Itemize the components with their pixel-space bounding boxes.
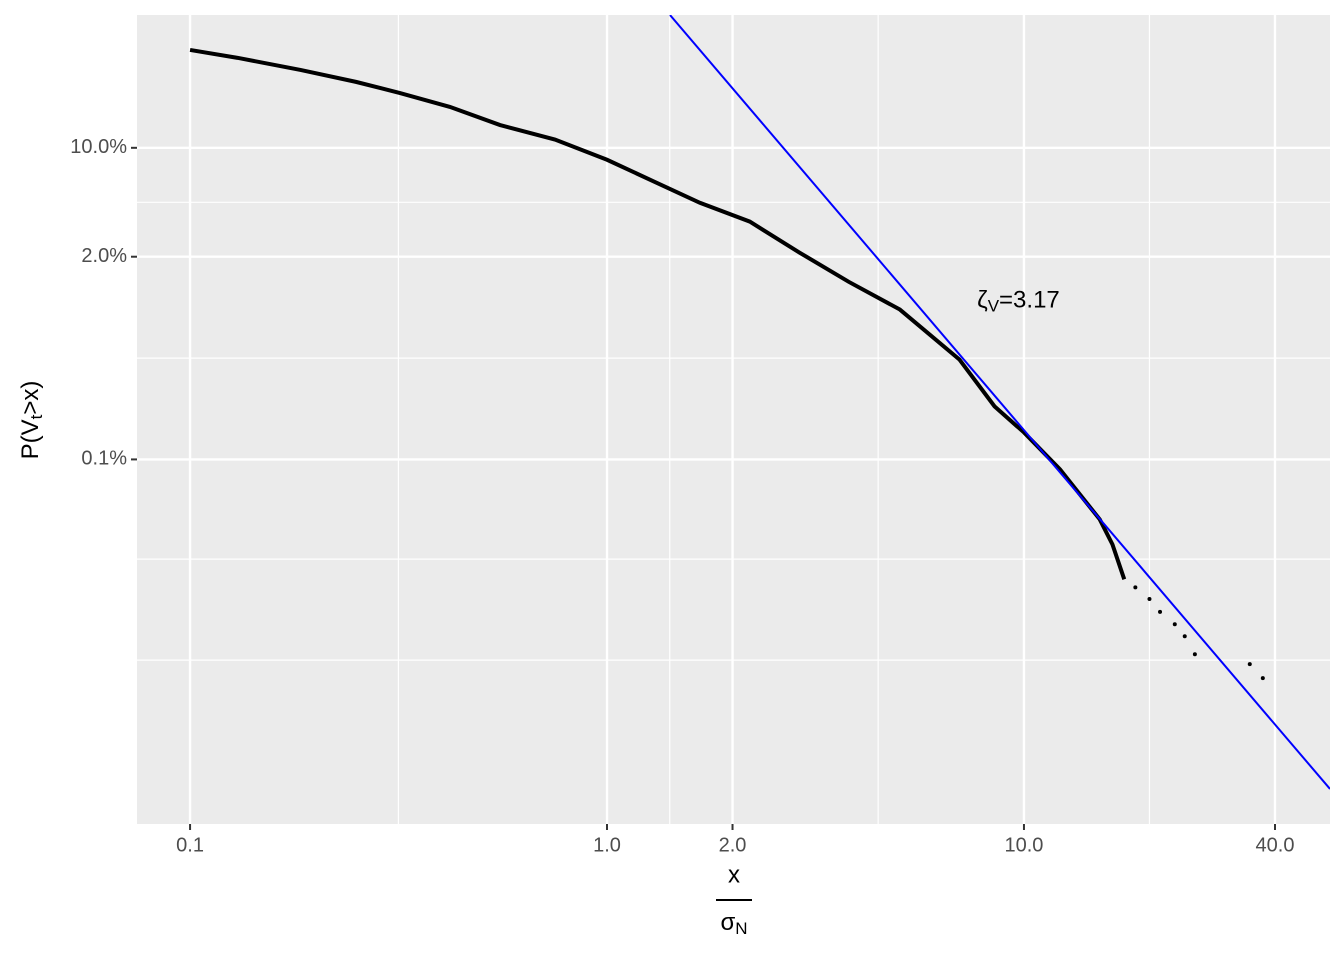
point (1133, 585, 1138, 590)
x-axis-sub: N (735, 919, 747, 938)
annotation-symbol: ζ (977, 287, 988, 314)
x-tick-label: 10.0 (1004, 834, 1043, 856)
y-tick-label: 10.0% (70, 136, 127, 158)
annotation: ζV=3.17 (977, 287, 1060, 316)
y-axis-title-sub: t (27, 414, 46, 419)
point (1192, 652, 1197, 657)
annotation-sub: V (988, 297, 1000, 316)
point (1172, 622, 1177, 627)
y-axis-title: P(Vt>x) (17, 381, 46, 460)
x-tick-label: 0.1 (176, 834, 204, 856)
y-axis-title-a: P(V (17, 419, 44, 459)
y-tick-label: 0.1% (81, 448, 127, 470)
point (1147, 597, 1152, 602)
y-axis-title-b: >x) (17, 381, 44, 415)
y-tick-label: 2.0% (81, 245, 127, 267)
x-axis-denominator: σN (720, 909, 747, 938)
point (1158, 609, 1163, 614)
x-tick-label: 2.0 (719, 834, 747, 856)
x-tick-label: 40.0 (1256, 834, 1295, 856)
point (1247, 662, 1252, 667)
x-tick-label: 1.0 (593, 834, 621, 856)
x-axis-numerator: x (728, 861, 740, 888)
series-line (669, 15, 1330, 790)
point (1182, 634, 1187, 639)
annotation-value: =3.17 (999, 287, 1060, 314)
point (1260, 676, 1265, 681)
x-axis-sigma: σ (720, 909, 735, 936)
